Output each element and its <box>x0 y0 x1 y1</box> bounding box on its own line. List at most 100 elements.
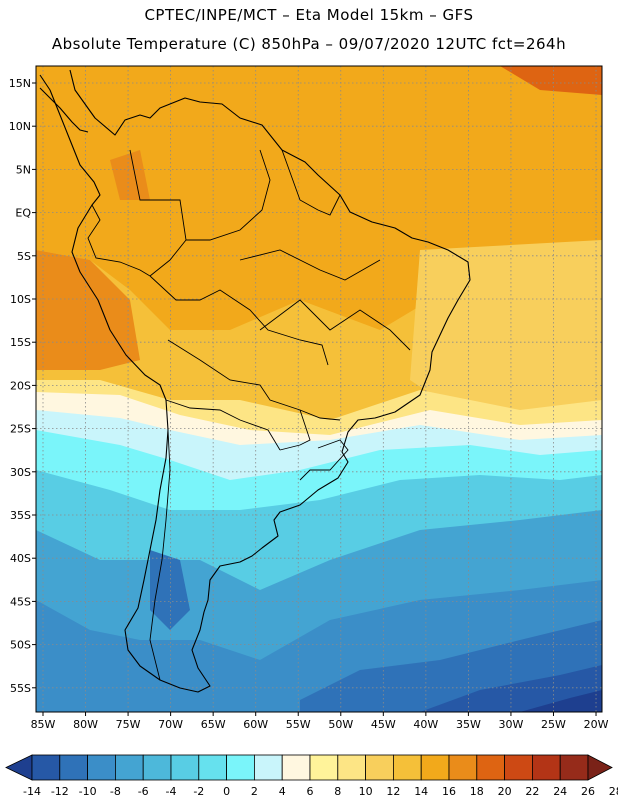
lat-label: 15N <box>9 77 31 90</box>
lat-label: 40S <box>10 552 31 565</box>
colorbar-swatch <box>31 754 61 781</box>
field-atlantic-warm <box>410 240 602 420</box>
colorbar-swatch <box>504 754 533 781</box>
colorbar-swatch <box>59 754 88 781</box>
south-america-coastline <box>39 69 471 693</box>
lat-label: 5N <box>16 163 31 176</box>
border-ecuador-peru <box>87 204 151 277</box>
title-line-2: Absolute Temperature (C) 850hPa – 09/07/… <box>51 35 567 53</box>
border-argentina-north <box>165 399 281 451</box>
colorbar-swatch <box>532 754 561 781</box>
field-band-minus14 <box>520 690 602 712</box>
lat-label: 55S <box>10 682 31 695</box>
colorbar-swatch <box>448 754 478 781</box>
lon-label: 50W <box>328 718 353 731</box>
lon-label: 80W <box>73 718 98 731</box>
colorbar-label: 26 <box>581 785 595 798</box>
lat-label: 10N <box>9 120 31 133</box>
colorbar-label: -2 <box>193 785 204 798</box>
colorbar-label: -12 <box>51 785 69 798</box>
lat-label: 45S <box>10 595 31 608</box>
lat-label: 35S <box>10 509 31 522</box>
lat-label: 30S <box>10 466 31 479</box>
colorbar: -14 -12 -10 -8 -6 -4 -2 0 2 4 6 8 10 12 14 16 18 20 22 24 26… <box>5 754 618 798</box>
lon-label: 75W <box>116 718 141 731</box>
colorbar-label: -6 <box>138 785 149 798</box>
latitude-labels: 15N 10N 5N EQ 5S 10S 15S 20S 25S 30S 35S 40S 45S 50S 5… <box>9 77 36 695</box>
lat-label: EQ <box>15 207 31 220</box>
lon-label: 25W <box>541 718 566 731</box>
field-hot-corner <box>500 66 602 95</box>
colorbar-label: 2 <box>251 785 258 798</box>
colorbar-label: 28 <box>609 785 618 798</box>
lon-label: 65W <box>201 718 226 731</box>
lat-label: 20S <box>10 379 31 392</box>
colorbar-label: 24 <box>553 785 567 798</box>
colorbar-label: 8 <box>334 785 341 798</box>
border-uruguay <box>299 439 349 481</box>
colorbar-label: -4 <box>166 785 177 798</box>
colorbar-label: 4 <box>279 785 286 798</box>
lat-label: 15S <box>10 336 31 349</box>
colorbar-swatch <box>420 754 450 781</box>
colorbar-arrow-right <box>587 754 613 781</box>
title-line-1: CPTEC/INPE/MCT – Eta Model 15km – GFS <box>144 6 474 24</box>
colorbar-swatch <box>337 754 366 781</box>
colorbar-swatch <box>87 754 116 781</box>
colorbar-swatch <box>281 754 311 781</box>
lat-label: 25S <box>10 423 31 436</box>
colorbar-label: 6 <box>307 785 314 798</box>
colorbar-swatch <box>365 754 394 781</box>
field-hot-andes <box>110 150 150 200</box>
colorbar-label: 0 <box>223 785 230 798</box>
colorbar-label: -14 <box>23 785 41 798</box>
colorbar-swatch <box>392 754 422 781</box>
colorbar-swatch <box>142 754 172 781</box>
field-warm-pacific <box>36 250 140 370</box>
lat-label: 50S <box>10 639 31 652</box>
lat-label: 10S <box>10 293 31 306</box>
colorbar-swatch <box>226 754 255 781</box>
border-paraguay <box>279 409 311 451</box>
colorbar-label: 20 <box>498 785 512 798</box>
colorbar-label: 12 <box>386 785 400 798</box>
central-america-coastline <box>39 87 89 133</box>
colorbar-swatch <box>115 754 144 781</box>
border-venezuela-brazil <box>186 149 271 241</box>
lon-label: 55W <box>286 718 311 731</box>
country-borders <box>87 149 411 681</box>
border-brazil-states-north <box>239 249 381 281</box>
coastline <box>39 69 471 693</box>
lon-label: 85W <box>31 718 56 731</box>
colorbar-label: 14 <box>414 785 428 798</box>
border-colombia <box>129 149 187 277</box>
colorbar-label: -10 <box>79 785 97 798</box>
colorbar-swatch <box>170 754 200 781</box>
lon-label: 60W <box>243 718 268 731</box>
border-bolivia-north <box>149 275 329 366</box>
lon-label: 70W <box>158 718 183 731</box>
colorbar-swatch <box>559 754 589 781</box>
colorbar-swatch <box>253 754 283 781</box>
colorbar-label: 22 <box>525 785 539 798</box>
border-bolivia-south <box>167 339 341 421</box>
colorbar-swatch <box>476 754 505 781</box>
colorbar-label: -8 <box>110 785 121 798</box>
field-band-minus12 <box>420 665 602 712</box>
colorbar-label: 10 <box>359 785 373 798</box>
colorbar-swatch <box>198 754 228 781</box>
colorbar-arrow-left <box>5 754 33 781</box>
lon-label: 20W <box>584 718 609 731</box>
longitude-labels: 85W 80W 75W 70W 65W 60W 55W 50W 45W 40W 35W 30W 25W 2… <box>31 712 609 731</box>
lat-label: 5S <box>17 250 31 263</box>
lon-label: 30W <box>499 718 524 731</box>
border-chile-argentina <box>149 429 171 681</box>
border-brazil-states <box>259 299 411 351</box>
colorbar-label: 18 <box>470 785 484 798</box>
temperature-field <box>36 66 602 712</box>
lon-label: 35W <box>456 718 481 731</box>
border-guianas <box>281 149 341 216</box>
colorbar-swatch <box>309 754 339 781</box>
map-frame <box>35 65 603 713</box>
